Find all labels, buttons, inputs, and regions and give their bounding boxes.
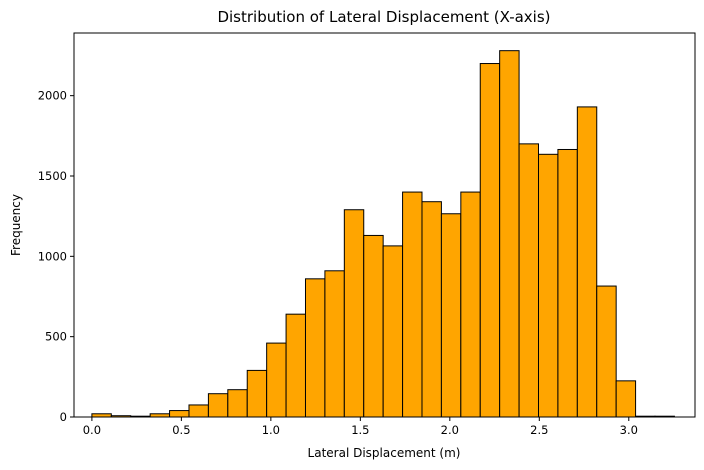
histogram-bar — [499, 50, 520, 418]
histogram-bar — [188, 404, 209, 418]
histogram-bar — [382, 245, 404, 418]
histogram-bar — [169, 410, 190, 418]
x-axis-ticks: 0.0 0.5 1.0 1.5 2.0 2.5 3.0 — [83, 417, 638, 437]
histogram-bar — [304, 278, 326, 418]
y-tick-label: 1000 — [38, 249, 67, 263]
y-axis-label: Frequency — [9, 194, 23, 256]
histogram-bar — [227, 389, 248, 418]
histogram-bar — [460, 191, 481, 418]
bars-group — [91, 50, 675, 418]
histogram-bar — [518, 143, 539, 418]
histogram-bar — [343, 209, 365, 418]
x-tick-label: 1.5 — [351, 423, 369, 437]
histogram-bar — [207, 393, 229, 418]
histogram-bar — [363, 234, 384, 418]
histogram-bar — [421, 201, 442, 418]
histogram-bar — [557, 148, 578, 418]
y-tick-label: 500 — [45, 330, 67, 344]
histogram-bar — [285, 313, 306, 418]
histogram-bar — [596, 285, 617, 418]
x-axis-label: Lateral Displacement (m) — [308, 446, 461, 460]
y-tick-label: 2000 — [38, 89, 67, 103]
histogram-bar — [402, 191, 423, 418]
x-tick-label: 1.0 — [262, 423, 280, 437]
histogram-bar — [246, 369, 268, 418]
x-tick-label: 2.0 — [441, 423, 459, 437]
plot-frame — [73, 32, 696, 418]
chart-title: Distribution of Lateral Displacement (X-… — [217, 8, 550, 26]
y-axis-ticks: 0 500 1000 1500 2000 — [38, 89, 74, 424]
x-tick-label: 0.5 — [172, 423, 190, 437]
x-tick-label: 3.0 — [620, 423, 638, 437]
histogram-bar — [479, 63, 501, 418]
histogram-bar — [537, 153, 559, 418]
histogram-bar — [615, 380, 637, 418]
x-tick-label: 0.0 — [83, 423, 101, 437]
histogram-bar — [324, 270, 345, 418]
y-tick-label: 1500 — [38, 169, 67, 183]
x-tick-label: 2.5 — [530, 423, 548, 437]
histogram-bar — [266, 342, 287, 418]
histogram-bar — [440, 213, 462, 418]
histogram-bar — [576, 106, 598, 418]
y-tick-label: 0 — [60, 410, 67, 424]
